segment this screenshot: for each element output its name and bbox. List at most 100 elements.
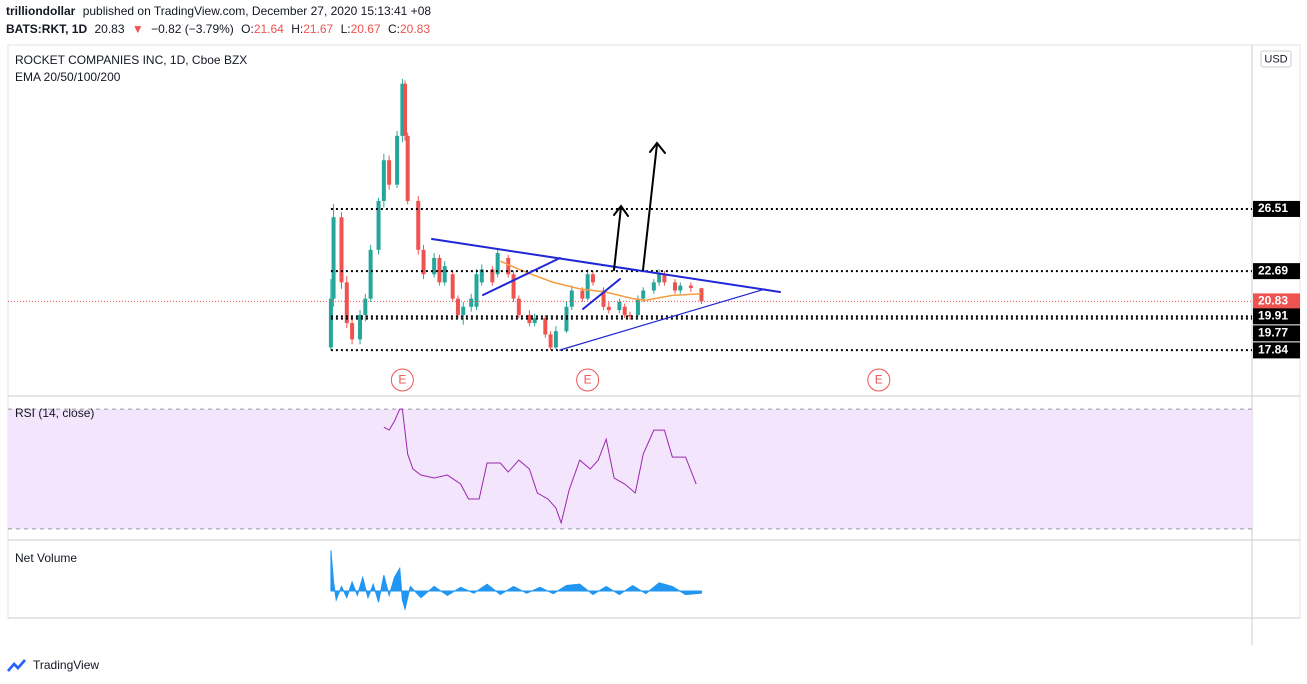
ohlc-key: C: [388, 22, 400, 36]
frame [7, 44, 1301, 619]
candle-body [516, 298, 521, 315]
candle-body [606, 306, 611, 311]
candle-body [511, 274, 516, 299]
candle-body [490, 269, 495, 283]
candle-body [469, 298, 474, 307]
last-price-label: 20.83 [1258, 294, 1288, 308]
ohlc-value: 20.83 [400, 22, 430, 36]
level-box [1253, 308, 1300, 325]
candle-body [328, 298, 333, 348]
indicator-label: RSI (14, close) [15, 406, 94, 420]
candle-body [628, 314, 632, 317]
level-label: 26.51 [1258, 201, 1288, 215]
ohlc-value: 21.64 [254, 22, 284, 36]
trendline [582, 278, 621, 310]
level-box [1253, 263, 1300, 280]
candle-body [553, 331, 558, 348]
last: 20.83 [94, 22, 124, 36]
candle-body [442, 266, 447, 283]
candle-body [678, 285, 683, 291]
candle-body [461, 306, 466, 315]
candle-body [617, 301, 622, 311]
earnings-marker [867, 368, 891, 392]
rsi-line [383, 408, 697, 525]
candle-body [569, 290, 574, 307]
ohlc-value: 21.67 [303, 22, 333, 36]
candle-body [688, 285, 693, 289]
candle-body [421, 249, 426, 275]
labels: 20.83 26.51 22.69 19.91 19.77 17.84 E E E [398, 200, 1300, 387]
candle-body [395, 135, 400, 185]
candle-body [416, 200, 421, 250]
chart-title: ROCKET COMPANIES INC, 1D, Cboe BZX [15, 53, 247, 67]
ohlc-value: 20.67 [351, 22, 381, 36]
net-volume-area [330, 550, 702, 611]
candle-body [548, 334, 553, 348]
level-box [1253, 200, 1300, 217]
candle-body [495, 253, 500, 275]
candle-body [400, 83, 405, 136]
candle-body [331, 217, 336, 299]
candle-body [532, 318, 537, 324]
candle-body [657, 274, 662, 283]
candle-body [432, 257, 437, 275]
candle-body [699, 288, 704, 302]
candle-body [662, 274, 667, 283]
footer-logo: TradingView [7, 658, 99, 672]
candle-body [387, 160, 392, 185]
marks [8, 78, 1252, 611]
level-label: 19.91 [1258, 309, 1288, 323]
candle-body [381, 160, 386, 201]
candle-body [455, 298, 460, 315]
arrow-head [613, 204, 629, 217]
candle-body [344, 282, 349, 324]
candle-body [672, 282, 677, 291]
currency[interactable]: USD [1264, 53, 1287, 65]
arrow [642, 143, 658, 271]
candle-body [358, 314, 363, 340]
candle-body [437, 257, 442, 283]
arrow: ▼ [132, 22, 144, 36]
candle-body [479, 269, 484, 283]
candle-body [339, 217, 344, 283]
trendline [482, 257, 561, 296]
arrow [613, 206, 622, 271]
quote-line: BATS:RKT, 1D 20.83 ▼ −0.82 (−3.79%) O:21… [6, 22, 430, 36]
candle-body [543, 318, 548, 335]
earnings-label: E [584, 373, 592, 387]
ohlc-key: H: [291, 22, 303, 36]
indicator-label: Net Volume [15, 551, 77, 565]
candle-body [376, 200, 381, 250]
symbol: BATS:RKT, 1D [6, 22, 87, 36]
level-box [1253, 342, 1300, 359]
candle-body [405, 135, 410, 201]
last-price-box [1253, 293, 1300, 310]
candle-body [368, 249, 373, 299]
ema-line [500, 260, 702, 302]
candle-body [585, 274, 590, 299]
header-line: trilliondollar published on TradingView.… [6, 4, 431, 18]
indicator-label: EMA 20/50/100/200 [15, 70, 121, 84]
candle-body [350, 323, 355, 340]
candle-body [635, 298, 640, 315]
candle-body [580, 290, 585, 299]
published: published on TradingView.com, December 2… [83, 4, 432, 18]
arrow-head [649, 141, 666, 154]
candle-body [527, 314, 532, 324]
candle-body [622, 306, 627, 315]
earnings-label: E [398, 373, 406, 387]
candle-body [601, 290, 606, 307]
ohlc-key: O: [241, 22, 254, 36]
trendline [559, 288, 766, 351]
grid [8, 408, 1252, 530]
candle-body [474, 274, 479, 307]
author: trilliondollar [6, 4, 76, 18]
candle-body [450, 274, 455, 299]
earnings-marker [576, 368, 600, 392]
level-label: 19.77 [1258, 326, 1288, 340]
level-label: 22.69 [1258, 263, 1288, 277]
currency-box[interactable] [1260, 50, 1292, 68]
candle-body [590, 274, 595, 283]
candle-body [651, 282, 656, 291]
